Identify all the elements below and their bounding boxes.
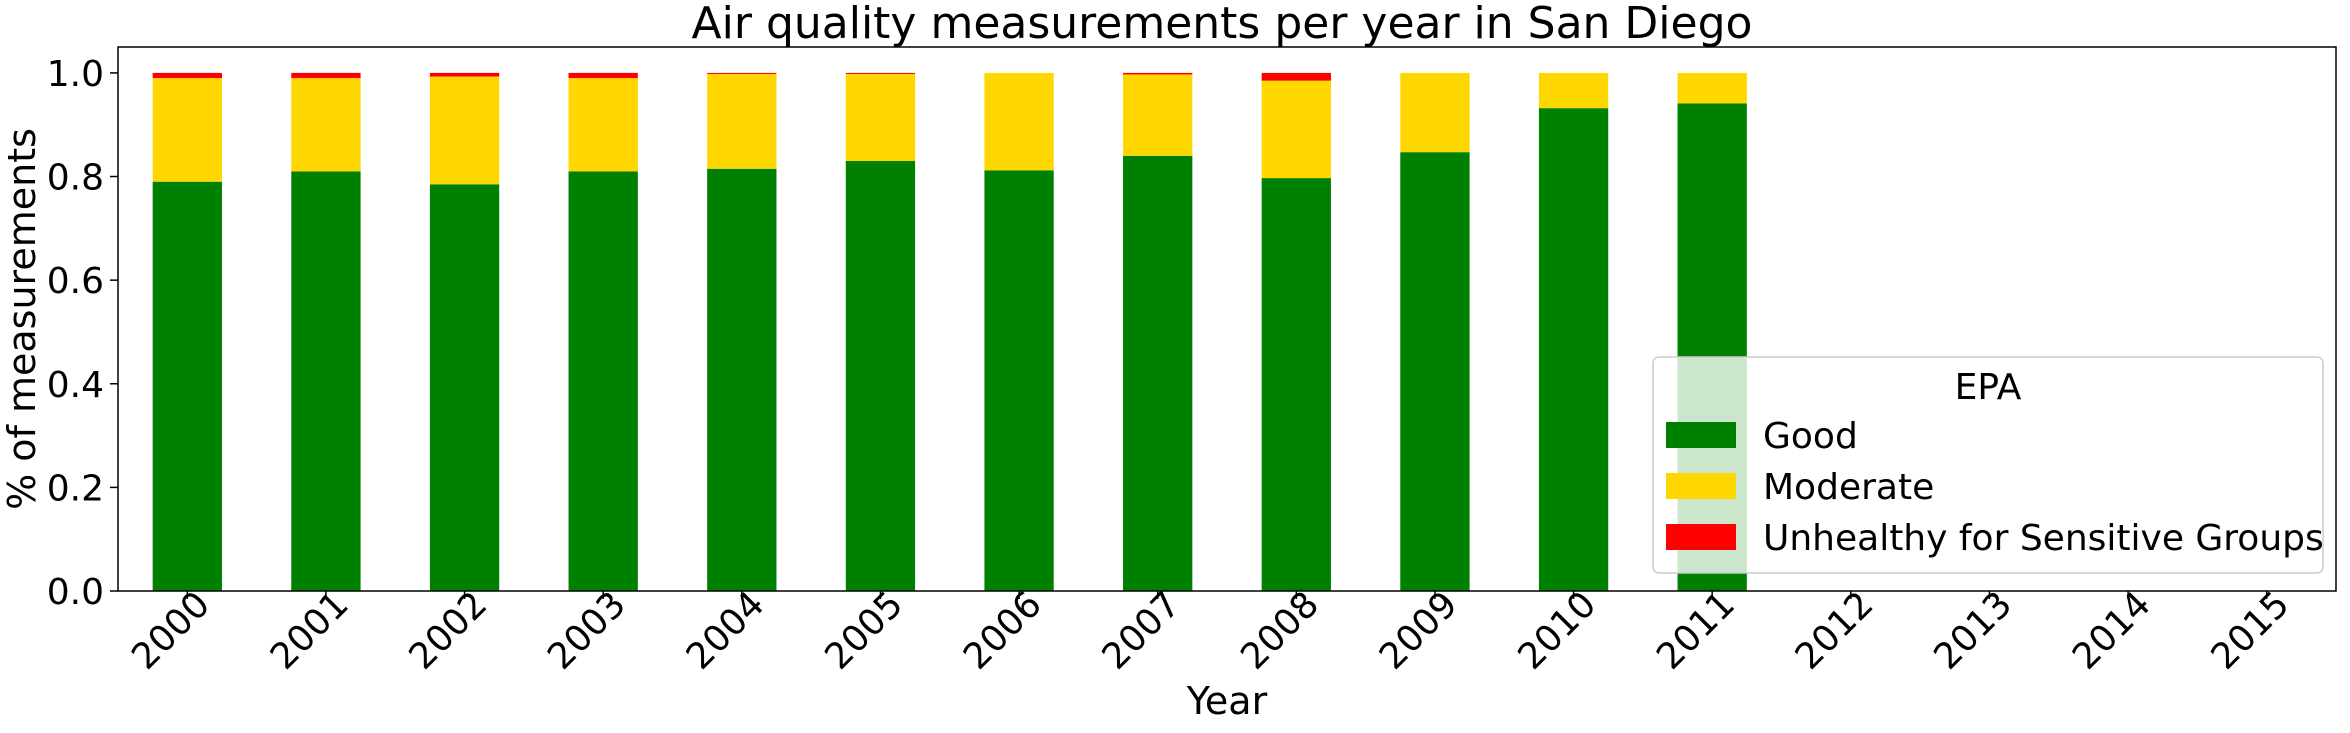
x-tick-label: 2011 <box>1649 584 1743 678</box>
x-tick-label: 2001 <box>263 584 357 678</box>
x-axis: 2000 2001 2002 2003 2004 2005 2006 2007 2008 2009… <box>124 584 2297 678</box>
y-tick-label: 0.2 <box>47 468 104 509</box>
y-tick-label: 0.6 <box>47 261 104 302</box>
legend-swatch <box>1666 473 1736 499</box>
legend-title: EPA <box>1955 367 2022 408</box>
bar-unhealthy-for-sensitive-groups-2002 <box>429 72 500 77</box>
legend-swatch <box>1666 524 1736 550</box>
x-tick-label: 2000 <box>124 584 218 678</box>
legend-label: Good <box>1763 416 1858 457</box>
bar-good-2007 <box>1123 155 1193 592</box>
x-tick-label: 2015 <box>2204 584 2298 678</box>
chart-title: Air quality measurements per year in San… <box>692 0 1753 49</box>
bar-unhealthy-for-sensitive-groups-2005 <box>845 72 916 74</box>
bars-layer <box>152 72 1747 592</box>
bar-good-2000 <box>152 181 222 591</box>
y-axis-label: % of measurements <box>0 128 44 510</box>
x-tick-label: 2014 <box>2065 584 2159 678</box>
bar-moderate-2005 <box>845 73 916 161</box>
bar-unhealthy-for-sensitive-groups-2007 <box>1123 72 1193 75</box>
bar-good-2010 <box>1538 108 1609 591</box>
bar-unhealthy-for-sensitive-groups-2001 <box>291 72 361 79</box>
bar-good-2009 <box>1400 152 1470 591</box>
y-tick-label: 0.4 <box>47 365 104 406</box>
bar-moderate-2011 <box>1677 72 1747 104</box>
bar-moderate-2001 <box>291 78 361 172</box>
x-tick-label: 2004 <box>679 584 773 678</box>
bar-unhealthy-for-sensitive-groups-2008 <box>1261 72 1331 81</box>
bar-moderate-2003 <box>568 78 638 172</box>
bar-unhealthy-for-sensitive-groups-2003 <box>568 72 638 79</box>
x-axis-label: Year <box>1186 679 1268 723</box>
x-tick-label: 2010 <box>1511 584 1605 678</box>
bar-good-2008 <box>1261 178 1331 591</box>
plot-frame <box>117 46 2337 592</box>
bar-good-2003 <box>568 171 638 592</box>
y-tick-label: 1.0 <box>47 54 104 95</box>
x-tick-label: 2012 <box>1788 584 1882 678</box>
x-tick-label: 2003 <box>540 584 634 678</box>
legend-label: Moderate <box>1763 467 1934 508</box>
x-tick-label: 2008 <box>1233 584 1327 678</box>
bar-moderate-2002 <box>429 76 500 185</box>
bar-moderate-2010 <box>1538 72 1609 109</box>
bar-good-2006 <box>984 170 1054 591</box>
bar-good-2005 <box>845 160 916 591</box>
bar-unhealthy-for-sensitive-groups-2000 <box>152 72 222 79</box>
legend: EPA Good Moderate Unhealthy for Sensitive G… <box>1652 356 2324 574</box>
bar-good-2002 <box>429 184 500 592</box>
bar-moderate-2007 <box>1123 74 1193 156</box>
bar-good-2001 <box>291 171 361 592</box>
bar-unhealthy-for-sensitive-groups-2004 <box>707 72 777 74</box>
x-tick-label: 2013 <box>1926 584 2020 678</box>
x-tick-label: 2007 <box>1095 584 1189 678</box>
x-tick-label: 2009 <box>1372 584 1466 678</box>
y-tick-label: 0.0 <box>47 572 104 613</box>
y-axis: 0.0 0.2 0.4 0.6 0.8 1.0 <box>47 54 118 613</box>
bar-moderate-2009 <box>1400 72 1470 153</box>
bar-good-2004 <box>707 168 777 591</box>
x-tick-label: 2006 <box>956 584 1050 678</box>
x-tick-label: 2005 <box>817 584 911 678</box>
legend-label: Unhealthy for Sensitive Groups <box>1763 518 2324 559</box>
bar-moderate-2006 <box>984 72 1054 171</box>
y-tick-label: 0.8 <box>47 158 104 199</box>
x-tick-label: 2002 <box>402 584 496 678</box>
legend-swatch <box>1666 422 1736 448</box>
bar-moderate-2000 <box>152 78 222 182</box>
legend-box <box>1652 356 2324 574</box>
bar-moderate-2008 <box>1261 80 1331 179</box>
bar-moderate-2004 <box>707 73 777 169</box>
